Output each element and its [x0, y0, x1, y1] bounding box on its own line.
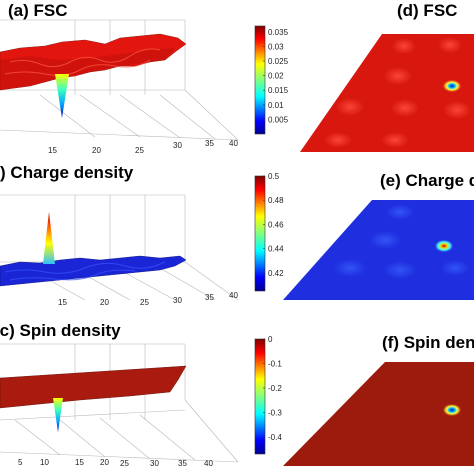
panel-e-blotch — [386, 204, 414, 220]
panel-e-colorbar — [254, 175, 266, 292]
panel-c-axes-box — [0, 343, 239, 463]
panel-f-colorbar-tick-label: -0.1 — [268, 359, 282, 368]
panel-a-tick: 20 — [92, 146, 101, 155]
panel-f-colorbar — [254, 338, 266, 455]
panel-b: 15 20 25 30 35 40 (b) Charge density — [0, 163, 238, 307]
panel-c-surface — [0, 365, 187, 409]
panel-e-title: (e) Charge density — [380, 171, 474, 190]
panel-d-blotch — [324, 132, 352, 148]
panel-c-title: (c) Spin density — [0, 321, 121, 340]
panel-f-colorbar-ticks: 0 -0.1 -0.2 -0.3 -0.4 — [263, 335, 282, 442]
panel-e-colorbar-tick-label: 0.48 — [268, 196, 284, 205]
panel-f: (f) Spin density 0 -0.1 -0.2 -0.3 -0.4 — [254, 333, 474, 466]
panel-d-spot — [443, 80, 461, 92]
panel-b-tick: 30 — [173, 296, 182, 305]
panel-d-colorbar-tick-label: 0.03 — [268, 42, 284, 51]
panel-d-colorbar-tick-label: 0.01 — [268, 101, 284, 110]
panel-e-blotch — [334, 259, 366, 277]
panel-d-blotch — [391, 99, 419, 117]
panel-a-tick: 35 — [205, 139, 214, 148]
panel-e-colorbar-tick-label: 0.46 — [268, 220, 284, 229]
panel-a-spike — [55, 74, 69, 118]
panel-e-map — [283, 200, 474, 300]
panel-a: 15 20 25 30 35 40 (a) FSC — [0, 1, 238, 155]
panel-d-colorbar-tick-label: 0.02 — [268, 72, 284, 81]
panel-e-map-plane — [283, 200, 474, 300]
panel-a-surface-shade — [0, 48, 175, 90]
panel-d-map-plane — [300, 34, 474, 152]
panel-b-tick: 40 — [229, 291, 238, 300]
panel-d-blotch — [438, 37, 462, 53]
panel-c-tick: 20 — [100, 458, 109, 467]
panel-f-colorbar-tick-label: -0.3 — [268, 408, 282, 417]
panel-b-tick: 15 — [58, 298, 67, 307]
panel-d-colorbar-tick-label: 0.035 — [268, 28, 289, 37]
panel-e-colorbar-tick-label: 0.42 — [268, 269, 284, 278]
panel-e-colorbar-ticks: 0.5 0.48 0.46 0.44 0.42 — [263, 172, 284, 278]
panel-d-colorbar-tick-label: 0.005 — [268, 115, 289, 124]
panel-d-colorbar-ticks: 0.035 0.03 0.025 0.02 0.015 0.01 0.005 — [263, 28, 289, 124]
panel-e-blotch — [441, 260, 469, 276]
panel-f-map-plane — [283, 362, 474, 466]
panel-a-tick: 30 — [173, 141, 182, 150]
panel-a-surface-ridges — [4, 48, 161, 76]
panel-a-tick: 40 — [229, 139, 238, 148]
panel-b-surface — [0, 255, 187, 287]
panel-c: 5 10 15 20 25 30 35 40 (c) Spin density — [0, 321, 239, 468]
panel-b-surface-ridges — [4, 261, 166, 281]
panel-a-ticks: 15 20 25 30 35 40 — [48, 139, 238, 155]
panel-c-tick: 5 — [18, 458, 23, 467]
panel-a-tick: 15 — [48, 146, 57, 155]
panel-d-blotch — [392, 38, 416, 54]
panel-f-colorbar-tick-label: 0 — [268, 335, 273, 344]
panel-c-tick: 15 — [75, 458, 84, 467]
panel-e-colorbar-tick-label: 0.44 — [268, 245, 284, 254]
panel-c-spike — [53, 398, 63, 432]
panel-b-title: (b) Charge density — [0, 163, 134, 182]
panel-d-blotch — [381, 132, 409, 148]
panel-e-blotch — [384, 261, 416, 279]
panel-c-tick: 25 — [120, 459, 129, 468]
panel-e-colorbar-tick-label: 0.5 — [268, 172, 280, 181]
panel-c-tick: 10 — [40, 458, 49, 467]
panel-d-map — [300, 34, 474, 152]
panel-f-colorbar-tick-label: -0.2 — [268, 384, 282, 393]
panel-a-title: (a) FSC — [8, 1, 68, 20]
panel-d-blotch — [443, 101, 471, 119]
panel-b-tick: 35 — [205, 293, 214, 302]
panel-d-blotch — [384, 67, 412, 85]
panel-c-ticks: 5 10 15 20 25 30 35 40 — [18, 458, 213, 468]
panel-d-blotch — [336, 98, 364, 116]
panel-b-axes-box — [0, 194, 239, 301]
panel-f-map — [283, 362, 474, 466]
panel-d-title: (d) FSC — [397, 1, 457, 20]
panel-e-blotch — [369, 231, 401, 249]
panel-d-colorbar — [254, 25, 266, 135]
panel-c-tick: 35 — [178, 459, 187, 468]
panel-f-spot — [443, 404, 461, 416]
panel-e-spot — [435, 240, 453, 252]
panel-b-tick: 20 — [100, 298, 109, 307]
panel-d-colorbar-tick-label: 0.025 — [268, 57, 289, 66]
panel-d: (d) FSC 0.035 0.03 0.025 0.02 0.015 0.01 0.005 — [254, 1, 474, 152]
panel-c-tick: 30 — [150, 459, 159, 468]
panel-e: (e) Charge density 0.5 0.48 0.46 0.44 0.42 — [254, 171, 474, 300]
panel-c-tick: 40 — [204, 459, 213, 468]
panel-b-tick: 25 — [140, 298, 149, 307]
panel-f-colorbar-tick-label: -0.4 — [268, 433, 282, 442]
panel-b-ticks: 15 20 25 30 35 40 — [58, 291, 238, 307]
panel-b-spike — [43, 212, 55, 264]
panel-a-tick: 25 — [135, 146, 144, 155]
panel-f-title: (f) Spin density — [382, 333, 474, 352]
panel-d-colorbar-tick-label: 0.015 — [268, 86, 289, 95]
